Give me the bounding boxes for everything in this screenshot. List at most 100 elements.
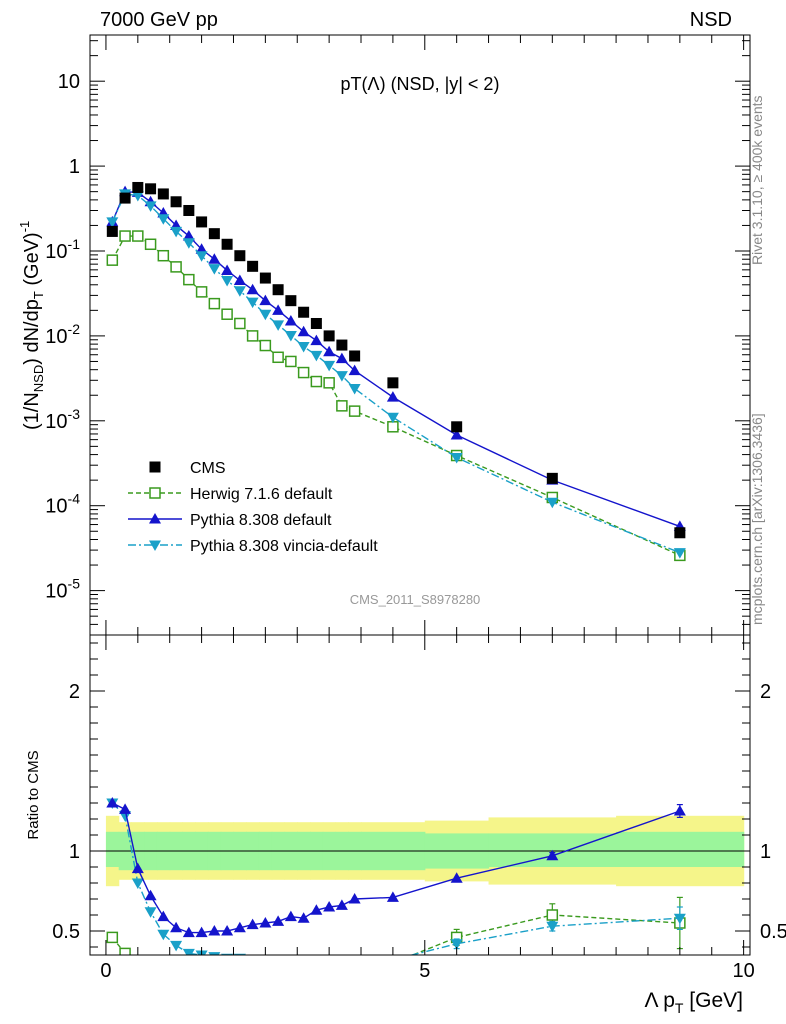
herwig-7-1-6-default-ratio-point — [171, 979, 181, 989]
legend-marker — [149, 513, 161, 524]
herwig-7-1-6-default-point — [119, 230, 131, 242]
plot-title: pT(Λ) (NSD, |y| < 2) — [341, 74, 500, 94]
pythia-8-308-default-ratio-point — [170, 921, 183, 933]
y-tick-label-main: 10 — [58, 71, 80, 93]
cms-point — [119, 192, 131, 204]
x-axis-label: Λ pT [GeV] — [645, 989, 743, 1016]
pythia-8-308-default-point — [221, 264, 234, 275]
pythia-8-308-vincia-default-point — [106, 217, 119, 228]
herwig-7-1-6-default-point — [272, 351, 284, 364]
cms-point — [157, 188, 169, 200]
cms-point — [336, 339, 348, 351]
pythia-8-308-vincia-default-ratio-point — [450, 939, 463, 950]
pythia-8-308-vincia-default-point — [297, 342, 310, 353]
pythia-8-308-vincia-default-ratio-point — [336, 960, 348, 971]
pythia-8-308-vincia-default-ratio-point — [157, 929, 170, 941]
y-tick-label-ratio-right: 2 — [760, 681, 771, 703]
herwig-7-1-6-default-ratio-point — [197, 982, 207, 992]
cms-point — [349, 350, 361, 362]
cms-point — [132, 181, 144, 193]
x-tick-label: 5 — [419, 960, 430, 982]
herwig-7-1-6-default-ratio-point — [337, 976, 347, 986]
pythia-8-308-default-point — [323, 345, 336, 357]
ratio-plot-panel: 0.5 0.5 1 1 2 2 0 5 10 Ratio to CMS Λ pT [GeV] — [25, 634, 786, 1016]
pythia-8-308-vincia-default-ratio-point — [349, 959, 361, 970]
herwig-7-1-6-default-ratio-point — [299, 976, 309, 986]
pythia-8-308-default-ratio-point — [106, 797, 119, 808]
herwig-7-1-6-default-ratio-point — [388, 958, 398, 968]
pythia-8-308-vincia-default-point — [246, 297, 259, 309]
pythia-8-308-default-point — [335, 352, 348, 364]
herwig-7-1-6-default-point — [348, 405, 361, 417]
pythia-8-308-vincia-default-point — [673, 548, 686, 559]
y-tick-label-main: 10-3 — [45, 406, 80, 433]
herwig-7-1-6-default-ratio-point — [311, 972, 321, 982]
y-tick-label-ratio: 1 — [69, 841, 80, 863]
pythia-8-308-default-ratio-point — [246, 918, 259, 930]
herwig-7-1-6-default-ratio-point — [158, 976, 168, 986]
legend-label: Herwig 7.1.6 default — [190, 486, 333, 503]
pythia-8-308-vincia-default-ratio-point — [673, 913, 686, 925]
pythia-8-308-vincia-default-point — [221, 275, 234, 287]
pythia-8-308-default-ratio-point — [297, 912, 310, 923]
y-axis-label-ratio: Ratio to CMS — [25, 750, 42, 839]
pythia-8-308-vincia-default-ratio-point — [387, 955, 399, 966]
cms-point — [196, 216, 208, 228]
pythia-8-308-vincia-default-point — [450, 452, 463, 464]
pythia-8-308-vincia-default-point — [195, 251, 208, 262]
cms-point — [674, 527, 686, 539]
herwig-7-1-6-default-ratio-point — [222, 982, 232, 992]
legend-label: Pythia 8.308 vincia-default — [190, 538, 378, 555]
cms-point — [285, 295, 297, 307]
pythia-8-308-default-ratio-point — [323, 901, 336, 912]
legend-marker — [149, 487, 161, 499]
pythia-8-308-default-ratio-point — [144, 889, 157, 901]
pythia-8-308-default-ratio-point — [546, 849, 559, 861]
pythia-8-308-default-point — [310, 334, 323, 346]
x-tick-label: 10 — [732, 960, 754, 982]
pythia-8-308-default-ratio-point — [233, 921, 246, 933]
uncertainty-band — [616, 831, 745, 867]
cms-point — [259, 272, 271, 284]
pythia-8-308-default-ratio-line — [112, 802, 681, 934]
pythia-8-308-vincia-default-ratio-point — [272, 960, 284, 971]
herwig-7-1-6-default-point — [106, 254, 119, 266]
cms-point — [298, 306, 310, 318]
pythia-8-308-default-ratio-point — [195, 926, 208, 938]
pythia-8-308-default-ratio-point — [386, 891, 399, 902]
herwig-7-1-6-default-ratio-point — [133, 963, 143, 973]
pythia-8-308-vincia-default-point — [348, 384, 361, 395]
herwig-7-1-6-default-ratio-point — [286, 976, 296, 986]
herwig-7-1-6-default-ratio-point — [235, 980, 245, 990]
pythia-8-308-default-ratio-point — [310, 904, 323, 915]
herwig-7-1-6-default-line — [111, 235, 681, 557]
cms-point — [183, 204, 195, 216]
herwig-7-1-6-default-point — [195, 286, 208, 298]
y-tick-label-ratio: 2 — [69, 681, 80, 703]
herwig-7-1-6-default-point — [336, 400, 348, 412]
watermark: CMS_2011_S8978280 — [350, 592, 481, 607]
pythia-8-308-vincia-default-point — [182, 238, 195, 249]
header-right: NSD — [690, 9, 732, 31]
herwig-7-1-6-default-ratio-point — [546, 909, 559, 921]
pythia-8-308-vincia-default-point — [144, 201, 157, 212]
pythia-8-308-default-ratio-point — [284, 910, 297, 922]
header-left: 7000 GeV pp — [100, 9, 218, 31]
pythia-8-308-vincia-default-point — [170, 226, 183, 238]
herwig-7-1-6-default-point — [221, 308, 233, 320]
cms-point — [451, 421, 463, 433]
cms-point — [208, 228, 220, 240]
pythia-8-308-default-ratio-point — [221, 925, 234, 936]
y-axis-label-main: (1/NNSD) dN/dpT (GeV)-1 — [17, 221, 46, 430]
cms-point — [170, 196, 182, 208]
herwig-7-1-6-default-point — [234, 317, 246, 330]
pythia-8-308-vincia-default-ratio-point — [208, 952, 221, 955]
pythia-8-308-default-ratio-point — [450, 872, 463, 883]
herwig-7-1-6-default-point — [310, 375, 323, 388]
herwig-7-1-6-default-point — [246, 330, 259, 342]
pythia-8-308-vincia-default-ratio-point — [546, 921, 559, 933]
pythia-8-308-default-point — [195, 243, 208, 254]
pythia-8-308-default-ratio-point — [335, 899, 348, 910]
pythia-8-308-default-ratio-point — [157, 910, 170, 922]
